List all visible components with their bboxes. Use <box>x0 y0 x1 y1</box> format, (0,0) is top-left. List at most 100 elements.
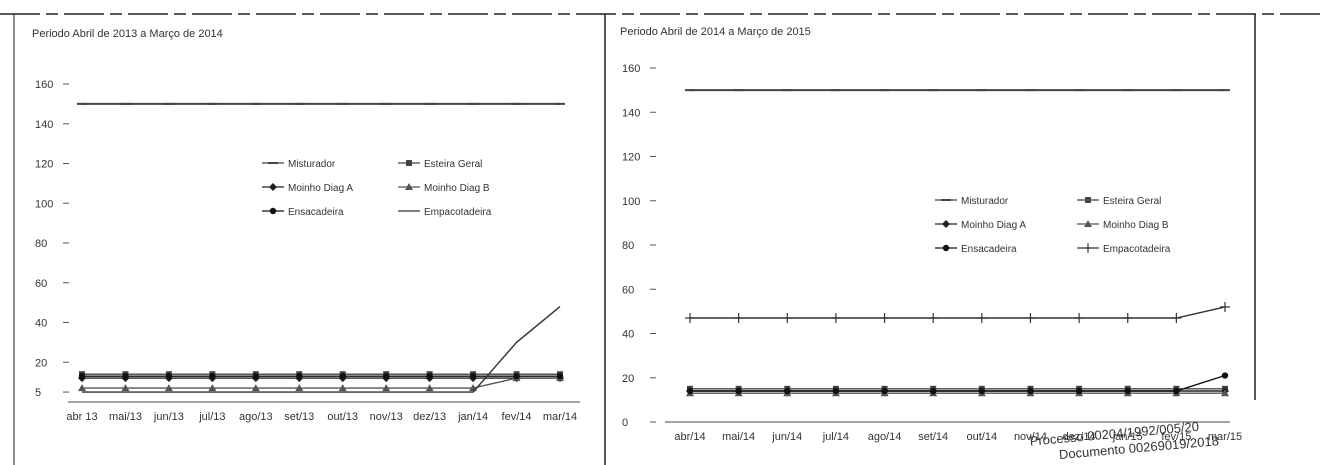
series-line <box>82 306 561 393</box>
y-tick-label: 80 <box>35 238 47 250</box>
data-point <box>929 387 937 395</box>
legend-label: Moinho Diag B <box>424 183 490 194</box>
legend-marker <box>942 244 950 252</box>
chart-2014-2015: Periodo Abril de 2014 a Março de 2015 0 2… <box>620 26 1242 443</box>
legend-item-moinho-diag-a: Moinho Diag A <box>262 183 353 194</box>
x-tick-label: fev/15 <box>1161 431 1191 443</box>
data-point <box>685 313 695 324</box>
data-point <box>121 384 130 392</box>
x-tick-label: mar/14 <box>543 411 577 423</box>
data-point <box>879 313 890 324</box>
y-tick-label: 160 <box>35 79 53 91</box>
y-tick-label: 140 <box>622 107 640 119</box>
x-tick-label: dez/13 <box>413 411 446 423</box>
series-line <box>690 306 1226 319</box>
data-point <box>686 387 694 395</box>
y-tick-label: 20 <box>35 357 47 369</box>
x-tick-label: ago/14 <box>868 431 902 443</box>
data-point <box>208 384 217 392</box>
y-tick-label: 20 <box>622 373 634 385</box>
x-tick-label: abr/14 <box>674 431 705 443</box>
data-point <box>252 372 260 380</box>
y-tick-label: 60 <box>622 284 634 296</box>
legend-marker <box>405 183 413 190</box>
legend-item-ensacadeira: Ensacadeira <box>262 207 344 218</box>
x-tick-label: out/14 <box>967 431 998 443</box>
x-tick-label: set/13 <box>284 411 314 423</box>
legend-label: Misturador <box>961 196 1009 207</box>
legend-item-moinho-diag-b: Moinho Diag B <box>1077 220 1169 231</box>
data-point <box>784 387 791 395</box>
legend-item-empacotadeira: Empacotadeira <box>1077 243 1171 255</box>
y-tick-label: 120 <box>35 159 53 171</box>
data-point <box>251 384 260 392</box>
x-tick-label: ago/13 <box>239 411 273 423</box>
data-point <box>1221 372 1229 379</box>
x-tick-label: jun/14 <box>771 431 802 443</box>
x-tick-label: mai/14 <box>722 431 755 443</box>
legend-item-esteira-geral: Esteira Geral <box>398 159 482 170</box>
x-tick-label: jul/13 <box>198 411 225 423</box>
x-axis-ticks: abr 13 mai/13 jun/13 jul/13 ago/13 set/13 out/… <box>66 411 577 423</box>
data-point <box>165 372 173 380</box>
y-tick-label: 140 <box>35 119 53 131</box>
data-point <box>1221 389 1229 397</box>
series-moinho-diag-a <box>78 374 564 383</box>
series-line <box>690 374 1226 392</box>
data-point <box>295 384 304 392</box>
data-point <box>1075 387 1083 395</box>
data-point <box>830 313 841 324</box>
y-tick-label: 120 <box>622 152 640 164</box>
data-point <box>469 372 477 380</box>
x-tick-label: nov/13 <box>370 411 403 423</box>
y-axis: 5 20 40 60 80 100 120 140 160 <box>35 79 69 399</box>
data-point <box>296 372 303 380</box>
legend-label: Esteira Geral <box>1103 196 1161 207</box>
y-tick-label: 0 <box>622 417 628 429</box>
document-stamp: Processo 00204/1992/005/20 Documento 002… <box>1029 419 1219 462</box>
data-point <box>1124 387 1131 395</box>
data-point <box>339 372 346 380</box>
y-tick-label: 100 <box>622 196 640 208</box>
data-point <box>1173 387 1180 395</box>
legend-label: Ensacadeira <box>961 244 1017 255</box>
data-point <box>978 387 986 395</box>
legend-item-esteira-geral: Esteira Geral <box>1077 196 1161 207</box>
legend-item-moinho-diag-a: Moinho Diag A <box>935 220 1026 231</box>
series-lines <box>77 102 565 393</box>
scan-frame <box>0 13 1325 465</box>
legend-item-misturador: Misturador <box>935 196 1009 207</box>
x-tick-label: jul/14 <box>822 431 849 443</box>
legend-item-moinho-diag-b: Moinho Diag B <box>398 183 490 194</box>
y-tick-label: 5 <box>35 387 41 399</box>
series-ensacadeira <box>78 372 564 380</box>
x-tick-label: fev/14 <box>502 411 532 423</box>
x-tick-label: dez/14 <box>1063 431 1096 443</box>
series-line <box>82 377 560 389</box>
data-point <box>1171 313 1182 324</box>
y-tick-label: 40 <box>622 329 634 341</box>
legend-marker <box>942 220 950 228</box>
series-lines <box>685 89 1230 397</box>
data-point <box>1027 387 1034 395</box>
legend-item-ensacadeira: Ensacadeira <box>935 244 1017 255</box>
legend-marker <box>406 160 412 166</box>
legend-label: Esteira Geral <box>424 159 482 170</box>
y-axis: 0 20 40 60 80 100 120 140 160 <box>622 63 656 429</box>
data-point <box>782 313 793 324</box>
data-point <box>881 387 888 395</box>
legend-label: Moinho Diag B <box>1103 220 1169 231</box>
data-point <box>338 384 347 392</box>
chart-title: Periodo Abril de 2013 a Março de 2014 <box>32 28 223 40</box>
data-point <box>382 372 390 380</box>
series-ensacadeira <box>686 372 1229 395</box>
x-tick-label: jan/15 <box>1112 431 1143 443</box>
x-tick-label: jan/14 <box>457 411 488 423</box>
data-point <box>976 313 987 324</box>
data-point <box>556 372 564 380</box>
data-point <box>1025 313 1036 324</box>
data-point <box>733 313 744 324</box>
data-point <box>735 387 742 395</box>
legend-marker <box>269 207 277 215</box>
